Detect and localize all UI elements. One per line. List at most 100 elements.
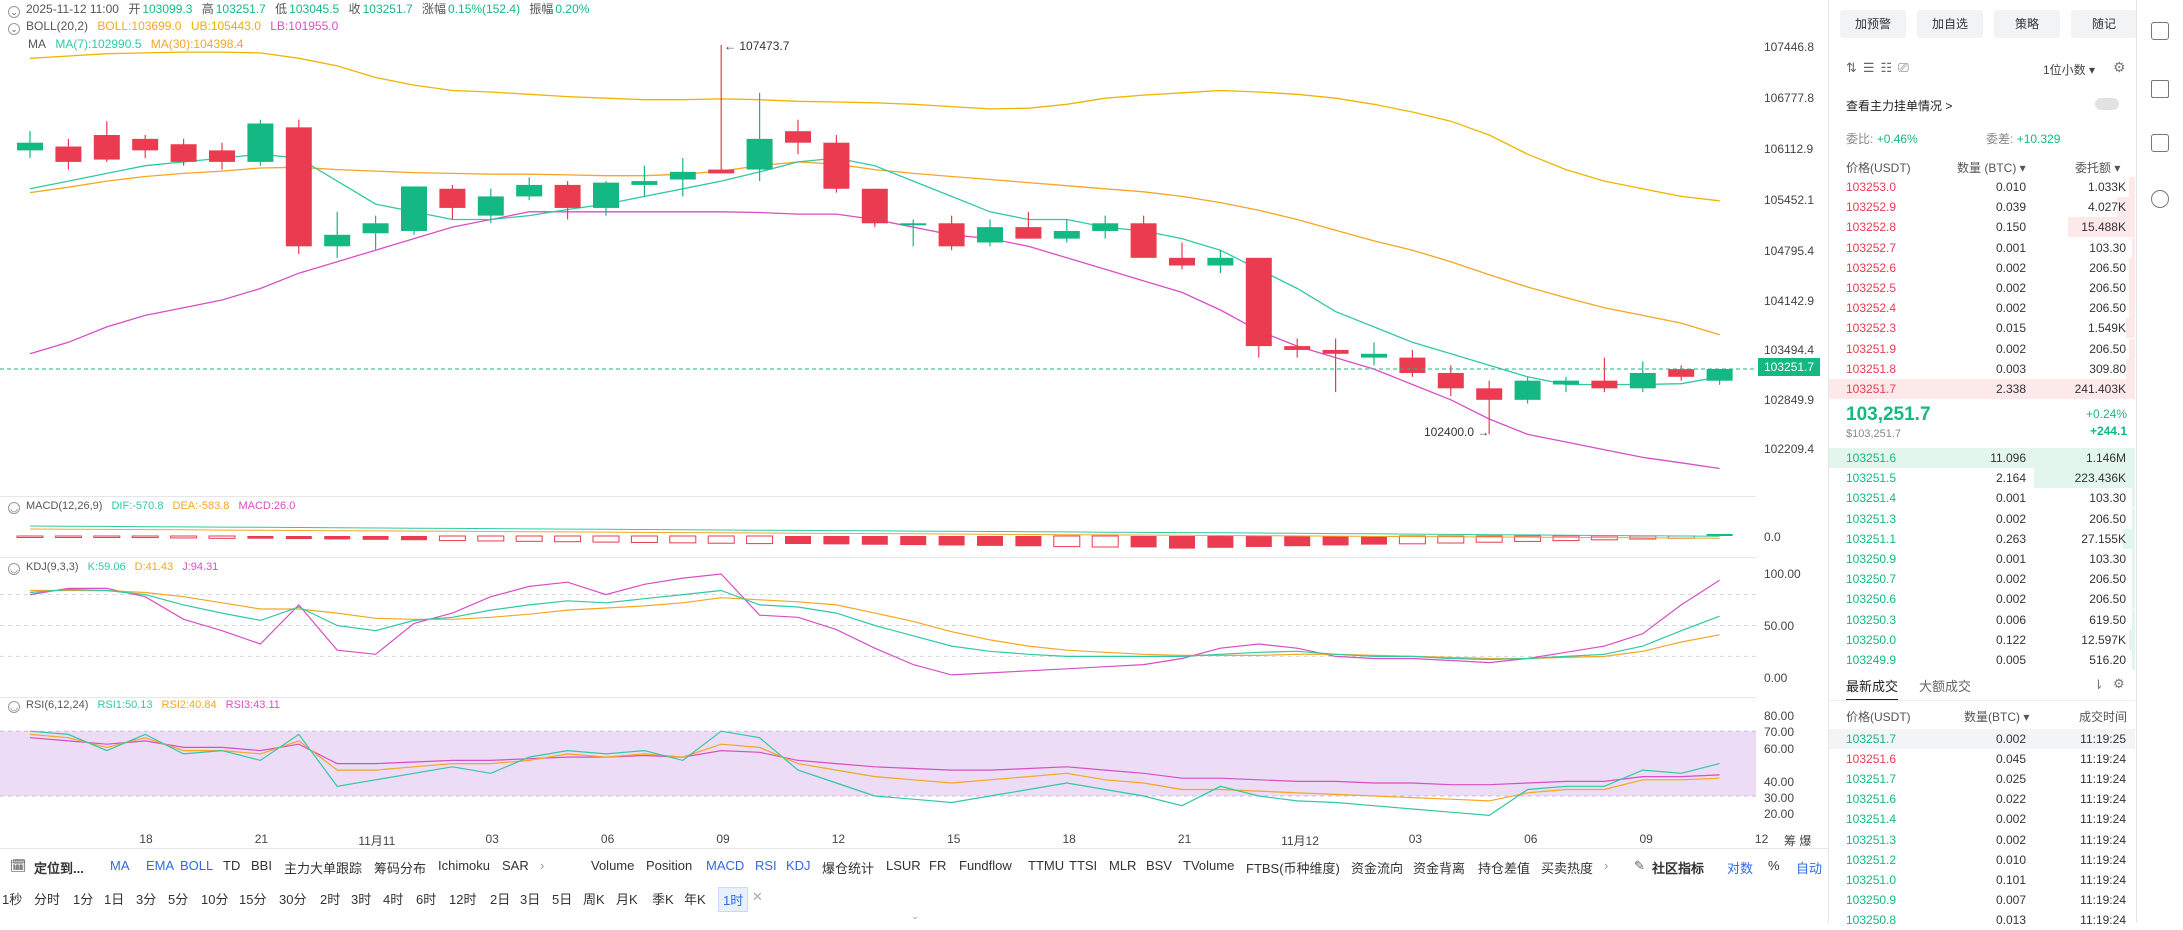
candle[interactable]: [439, 188, 466, 208]
sub-indicator-2[interactable]: MACD: [706, 858, 745, 873]
candle[interactable]: [823, 142, 850, 189]
tab-latest-trades[interactable]: 最新成交: [1846, 676, 1899, 701]
sub-indicator-0[interactable]: Volume: [591, 858, 635, 873]
candle[interactable]: [785, 131, 811, 143]
candlestick-chart[interactable]: [0, 0, 1756, 496]
bar-chart-icon[interactable]: [2151, 134, 2169, 152]
visibility-icon[interactable]: ◡: [8, 502, 20, 514]
notes-button[interactable]: 随记: [2071, 10, 2137, 38]
timeframe-15[interactable]: 3日: [520, 892, 541, 907]
timeframe-2[interactable]: 1分: [73, 892, 94, 907]
macd-legend[interactable]: ◡ MACD(12,26,9) DIF:-570.8 DEA:-583.8 MAC…: [8, 500, 301, 514]
candle[interactable]: [362, 223, 389, 234]
sub-indicator-6[interactable]: LSUR: [886, 858, 921, 873]
candle[interactable]: [209, 150, 235, 162]
candle[interactable]: [1399, 357, 1426, 373]
add-favorite-button[interactable]: 加自选: [1917, 10, 1983, 38]
community-indicators-button[interactable]: 社区指标: [1652, 861, 1705, 876]
main-indicator-ma[interactable]: MA: [110, 858, 130, 873]
percent-scale-toggle[interactable]: %: [1768, 858, 1780, 873]
candle[interactable]: [1437, 372, 1464, 389]
candle[interactable]: [1053, 230, 1080, 239]
candle[interactable]: [861, 188, 888, 224]
candle[interactable]: [669, 171, 696, 180]
main-indicator-sar[interactable]: SAR: [502, 858, 529, 873]
tab-large-trades[interactable]: 大额成交: [1919, 679, 1972, 694]
candle[interactable]: [17, 142, 43, 151]
timeframe-9[interactable]: 2时: [320, 892, 341, 907]
candle[interactable]: [1015, 227, 1042, 239]
visibility-icon[interactable]: ◡: [8, 563, 20, 575]
sub-indicator-10[interactable]: TTSI: [1069, 858, 1098, 873]
orderbook-row[interactable]: 103252.7 0.001 103.30: [1829, 237, 2135, 258]
orderbook-row[interactable]: 103250.3 0.006 619.50: [1829, 609, 2135, 630]
timeframe-6[interactable]: 10分: [201, 892, 229, 907]
timeframe-17[interactable]: 周K: [583, 892, 605, 907]
time-axis[interactable]: 18 21 11月11 03 06 09 12 15 18 21 11月12 03 06 09 12: [0, 832, 1828, 848]
candle[interactable]: [593, 182, 619, 208]
rsi-chart[interactable]: [0, 697, 1756, 832]
sub-indicator-1[interactable]: Position: [646, 858, 693, 873]
orderbook-row[interactable]: 103251.8 0.003 309.80: [1829, 358, 2135, 379]
scroll-right-icon[interactable]: ›: [1604, 858, 1609, 873]
locate-button[interactable]: 定位到...: [34, 861, 84, 876]
candle[interactable]: [132, 138, 159, 151]
candle[interactable]: [938, 223, 965, 247]
filter-icon[interactable]: ⇂: [2093, 677, 2104, 692]
orderbook-row[interactable]: 103250.0 0.122 12.597K: [1829, 629, 2135, 650]
candle[interactable]: [1169, 257, 1195, 266]
candle[interactable]: [1514, 380, 1541, 400]
boll-legend[interactable]: ⌄ BOLL(20,2) BOLL:103699.0 UB:105443.0 LB…: [8, 19, 344, 35]
sub-indicator-16[interactable]: 资金背离: [1413, 861, 1466, 876]
candle[interactable]: [1629, 372, 1656, 389]
candle[interactable]: [247, 123, 274, 162]
candle[interactable]: [900, 223, 927, 226]
main-indicator-bbi[interactable]: BBI: [251, 858, 272, 873]
candle[interactable]: [1668, 369, 1695, 377]
sub-indicator-9[interactable]: TTMU: [1028, 858, 1065, 873]
kdj-chart[interactable]: [0, 557, 1756, 697]
sub-indicator-12[interactable]: BSV: [1146, 858, 1173, 873]
timeframe-5[interactable]: 5分: [168, 892, 189, 907]
orderbook-row[interactable]: 103252.5 0.002 206.50: [1829, 278, 2135, 298]
candle[interactable]: [1553, 380, 1579, 385]
candle[interactable]: [1322, 349, 1349, 354]
orderbook-row[interactable]: 103252.9 0.039 4.027K: [1829, 197, 2135, 218]
candle[interactable]: [1130, 223, 1157, 258]
orderbook-row[interactable]: 103252.8 0.150 15.488K: [1829, 217, 2135, 238]
add-alert-button[interactable]: 加预警: [1840, 10, 1906, 38]
main-orders-link[interactable]: 查看主力挂单情况 >: [1846, 99, 1953, 113]
rsi-legend[interactable]: ◡ RSI(6,12,24) RSI1:50.13 RSI2:40.84 RSI3…: [8, 699, 286, 713]
sub-indicator-3[interactable]: RSI: [755, 858, 777, 873]
scroll-right-icon[interactable]: ›: [540, 858, 545, 873]
orderbook-row[interactable]: 103251.5 2.164 223.436K: [1829, 468, 2135, 489]
collapse-icon[interactable]: ⌄: [8, 23, 20, 35]
orderbook-row[interactable]: 103251.6 11.096 1.146M: [1829, 448, 2135, 468]
wallet-icon[interactable]: [2151, 22, 2169, 40]
sub-indicator-14[interactable]: FTBS(币种维度): [1246, 861, 1340, 876]
price-axis[interactable]: 107446.8 106777.8 106112.9 105452.1 104795.4…: [1756, 0, 1828, 496]
candle[interactable]: [1591, 380, 1618, 389]
timeframe-14[interactable]: 2日: [490, 892, 511, 907]
candle[interactable]: [285, 127, 312, 247]
candle[interactable]: [1361, 353, 1387, 358]
log-scale-toggle[interactable]: 对数: [1727, 861, 1754, 876]
auto-scale-toggle[interactable]: 自动: [1796, 861, 1823, 876]
candle[interactable]: [55, 146, 82, 162]
orderbook-row[interactable]: 103250.9 0.001 103.30: [1829, 549, 2135, 569]
sub-indicator-5[interactable]: 爆仓统计: [822, 861, 875, 876]
candle[interactable]: [1284, 346, 1311, 350]
candle[interactable]: [477, 196, 504, 216]
orderbook-view-icons[interactable]: ⇅☰☷⎚: [1846, 60, 1915, 75]
candle[interactable]: [977, 227, 1003, 243]
settings-icon[interactable]: ⚙: [2113, 59, 2126, 75]
candle[interactable]: [554, 184, 581, 208]
ob-header-total[interactable]: 委托额 ▾: [2075, 161, 2121, 175]
timeframe-3[interactable]: 1日: [104, 892, 125, 907]
candle[interactable]: [516, 184, 543, 197]
timeframe-16[interactable]: 5日: [552, 892, 573, 907]
orderbook-row[interactable]: 103251.7 2.338 241.403K: [1829, 379, 2135, 399]
orderbook-row[interactable]: 103252.6 0.002 206.50: [1829, 257, 2135, 278]
orderbook-row[interactable]: 103252.3 0.015 1.549K: [1829, 318, 2135, 339]
candle[interactable]: [93, 135, 120, 160]
